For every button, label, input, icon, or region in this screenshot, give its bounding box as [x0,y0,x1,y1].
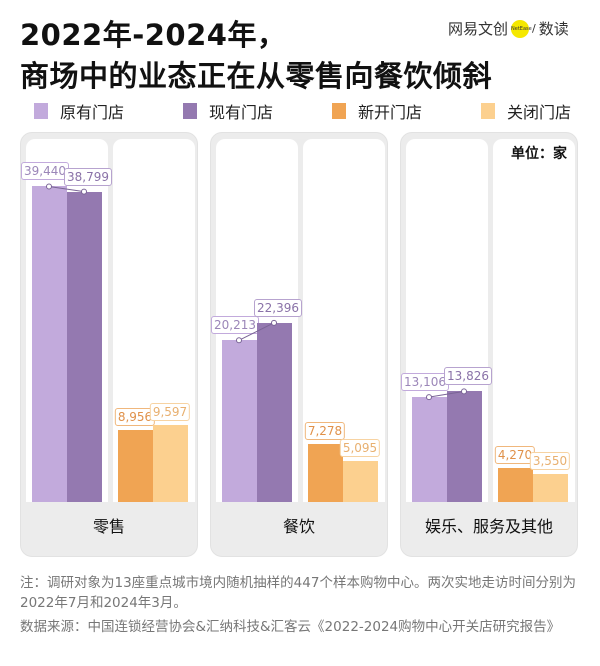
bar-0 [32,186,67,502]
bar-2 [118,430,153,502]
brand-logo: 网易文创 NetEase / 数读 [448,18,569,39]
data-label: 38,799 [64,167,112,186]
bar-3 [343,461,378,502]
legend: 原有门店 现有门店 新开门店 关闭门店 [34,99,600,123]
legend-swatch [183,103,197,119]
legend-swatch [34,103,48,119]
data-label: 5,095 [339,439,381,458]
legend-item: 关闭门店 [481,99,600,123]
bar-2 [308,443,343,502]
category-panel: 娱乐、服务及其他 单位：家 13,106 13,826 4,270 3,550 [400,132,578,557]
category-label: 零售 [92,517,125,536]
category-label: 娱乐、服务及其他 [424,517,553,536]
legend-label: 关闭门店 [507,103,572,122]
bar-3 [533,473,568,502]
category-label: 餐饮 [282,517,315,536]
data-label: 39,440 [21,162,69,181]
data-label: 7,278 [304,421,346,440]
data-label: 13,826 [444,367,492,386]
source-note: 数据来源：中国连锁经营协会&汇纳科技&汇客云《2022-2024购物中心开关店研… [20,619,561,635]
legend-label: 新开门店 [358,103,423,122]
bar-1 [257,322,292,502]
bar-3 [153,425,188,502]
brand-name: 网易文创 [448,20,509,38]
legend-item: 新开门店 [332,99,481,123]
title-line-2: 商场中的业态正在从零售向餐饮倾斜 [20,59,493,93]
bar-1 [447,391,482,502]
legend-item: 现有门店 [183,99,332,123]
category-panel: 餐饮 20,213 22,396 7,278 5,095 [210,132,388,557]
legend-item: 原有门店 [34,99,183,123]
brand-sub: 数读 [538,20,569,38]
legend-label: 原有门店 [60,103,125,122]
bar-0 [222,340,257,502]
bar-1 [67,191,102,502]
unit-label: 单位：家 [511,146,567,162]
brand-badge: NetEase [511,19,532,38]
legend-swatch [481,103,495,119]
footnote: 注：调研对象为13座重点城市境内随机抽样的447个样本购物中心。两次实地走访时间… [20,575,576,611]
legend-label: 现有门店 [209,103,274,122]
bar-2 [498,467,533,502]
data-label: 13,106 [401,373,449,392]
brand-sep: / [532,22,536,35]
data-label: 9,597 [149,403,191,422]
sub-panel-right [493,139,575,502]
category-panel: 零售 39,440 38,799 8,956 9,597 [20,132,198,557]
title-line-1: 2022年-2024年， [20,18,287,52]
data-label: 22,396 [254,298,302,317]
bar-0 [412,397,447,502]
data-label: 8,956 [114,408,156,427]
data-label: 4,270 [494,445,536,464]
data-label: 3,550 [529,451,571,470]
legend-swatch [332,103,346,119]
data-label: 20,213 [211,316,259,335]
